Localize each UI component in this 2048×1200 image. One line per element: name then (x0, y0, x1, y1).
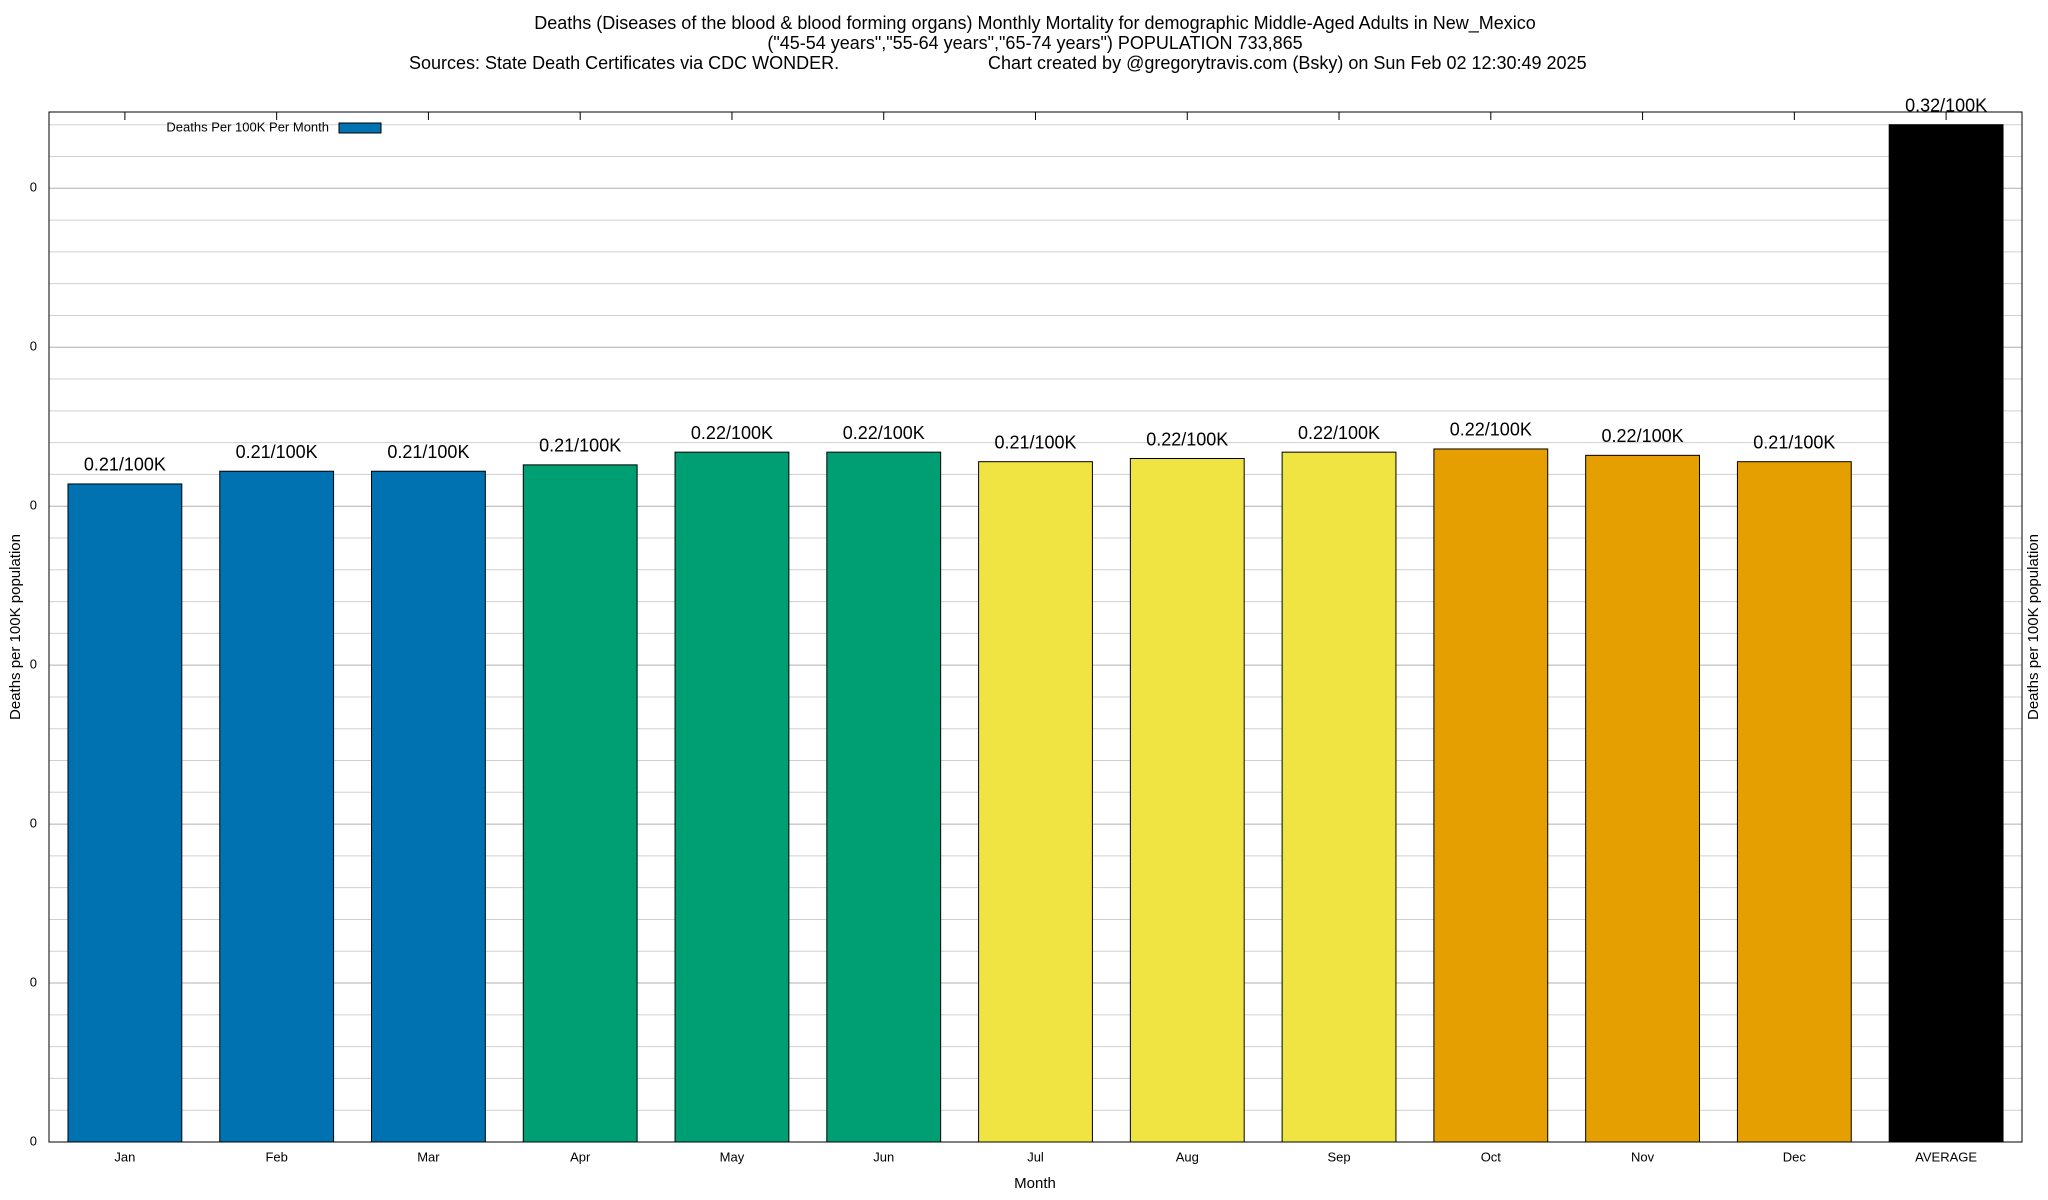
y-tick-label: 0 (30, 180, 37, 195)
value-label: 0.21/100K (387, 442, 469, 462)
value-label: 0.22/100K (1146, 429, 1228, 449)
bar (67, 483, 183, 1143)
x-tick-label: Dec (1783, 1149, 1807, 1164)
chart-title: Deaths (Diseases of the blood & blood fo… (534, 13, 1536, 34)
bar (1433, 448, 1549, 1143)
y-axis-label: Deaths per 100K population (7, 534, 24, 720)
value-label: 0.32/100K (1905, 95, 1987, 115)
x-tick-label: Oct (1481, 1149, 1502, 1164)
value-label: 0.22/100K (1602, 426, 1684, 446)
x-tick-label: AVERAGE (1915, 1149, 1977, 1164)
x-tick-label: Jul (1027, 1149, 1044, 1164)
value-label: 0.22/100K (1298, 423, 1380, 443)
bar (1585, 454, 1700, 1143)
y-tick-label: 0 (30, 339, 37, 354)
legend-swatch (338, 122, 382, 134)
x-tick-label: Sep (1327, 1149, 1350, 1164)
value-label: 0.21/100K (1753, 432, 1835, 452)
bar (522, 464, 638, 1143)
y-tick-label: 0 (30, 816, 37, 831)
x-tick-label: Apr (570, 1149, 591, 1164)
x-tick-label: Feb (265, 1149, 287, 1164)
bar (1129, 458, 1245, 1143)
x-tick-label: Jun (873, 1149, 894, 1164)
x-tick-label: Aug (1176, 1149, 1199, 1164)
bar (674, 451, 790, 1143)
x-tick-label: May (720, 1149, 745, 1164)
bar (1736, 461, 1852, 1143)
value-label: 0.21/100K (236, 442, 318, 462)
value-label: 0.21/100K (84, 455, 166, 475)
x-tick-label: Nov (1631, 1149, 1655, 1164)
bar (1888, 124, 2004, 1143)
chart-subtitle: ("45-54 years","55-64 years","65-74 year… (767, 33, 1302, 53)
value-label: 0.21/100K (994, 432, 1076, 452)
sources: Sources: State Death Certificates via CD… (409, 53, 839, 73)
bar (978, 461, 1093, 1143)
bar (371, 470, 486, 1143)
x-axis-label: Month (1014, 1175, 1056, 1192)
y-tick-label: 0 (30, 1133, 37, 1148)
x-tick-label: Jan (114, 1149, 135, 1164)
y-tick-label: 0 (30, 498, 37, 513)
plot-frame (48, 111, 2023, 1143)
x-tick-label: Mar (417, 1149, 440, 1164)
y-tick-label: 0 (30, 974, 37, 989)
y-tick-label: 0 (30, 657, 37, 672)
value-label: 0.22/100K (1450, 420, 1532, 440)
bar (826, 451, 942, 1143)
value-label: 0.22/100K (691, 423, 773, 443)
value-label: 0.21/100K (539, 436, 621, 456)
value-label: 0.22/100K (843, 423, 925, 443)
legend-label: Deaths Per 100K Per Month (166, 119, 329, 134)
bar (1281, 451, 1397, 1143)
credit: Chart created by @gregorytravis.com (Bsk… (988, 53, 1587, 73)
y2-axis-label: Deaths per 100K population (2025, 534, 2042, 720)
bar (219, 470, 335, 1143)
